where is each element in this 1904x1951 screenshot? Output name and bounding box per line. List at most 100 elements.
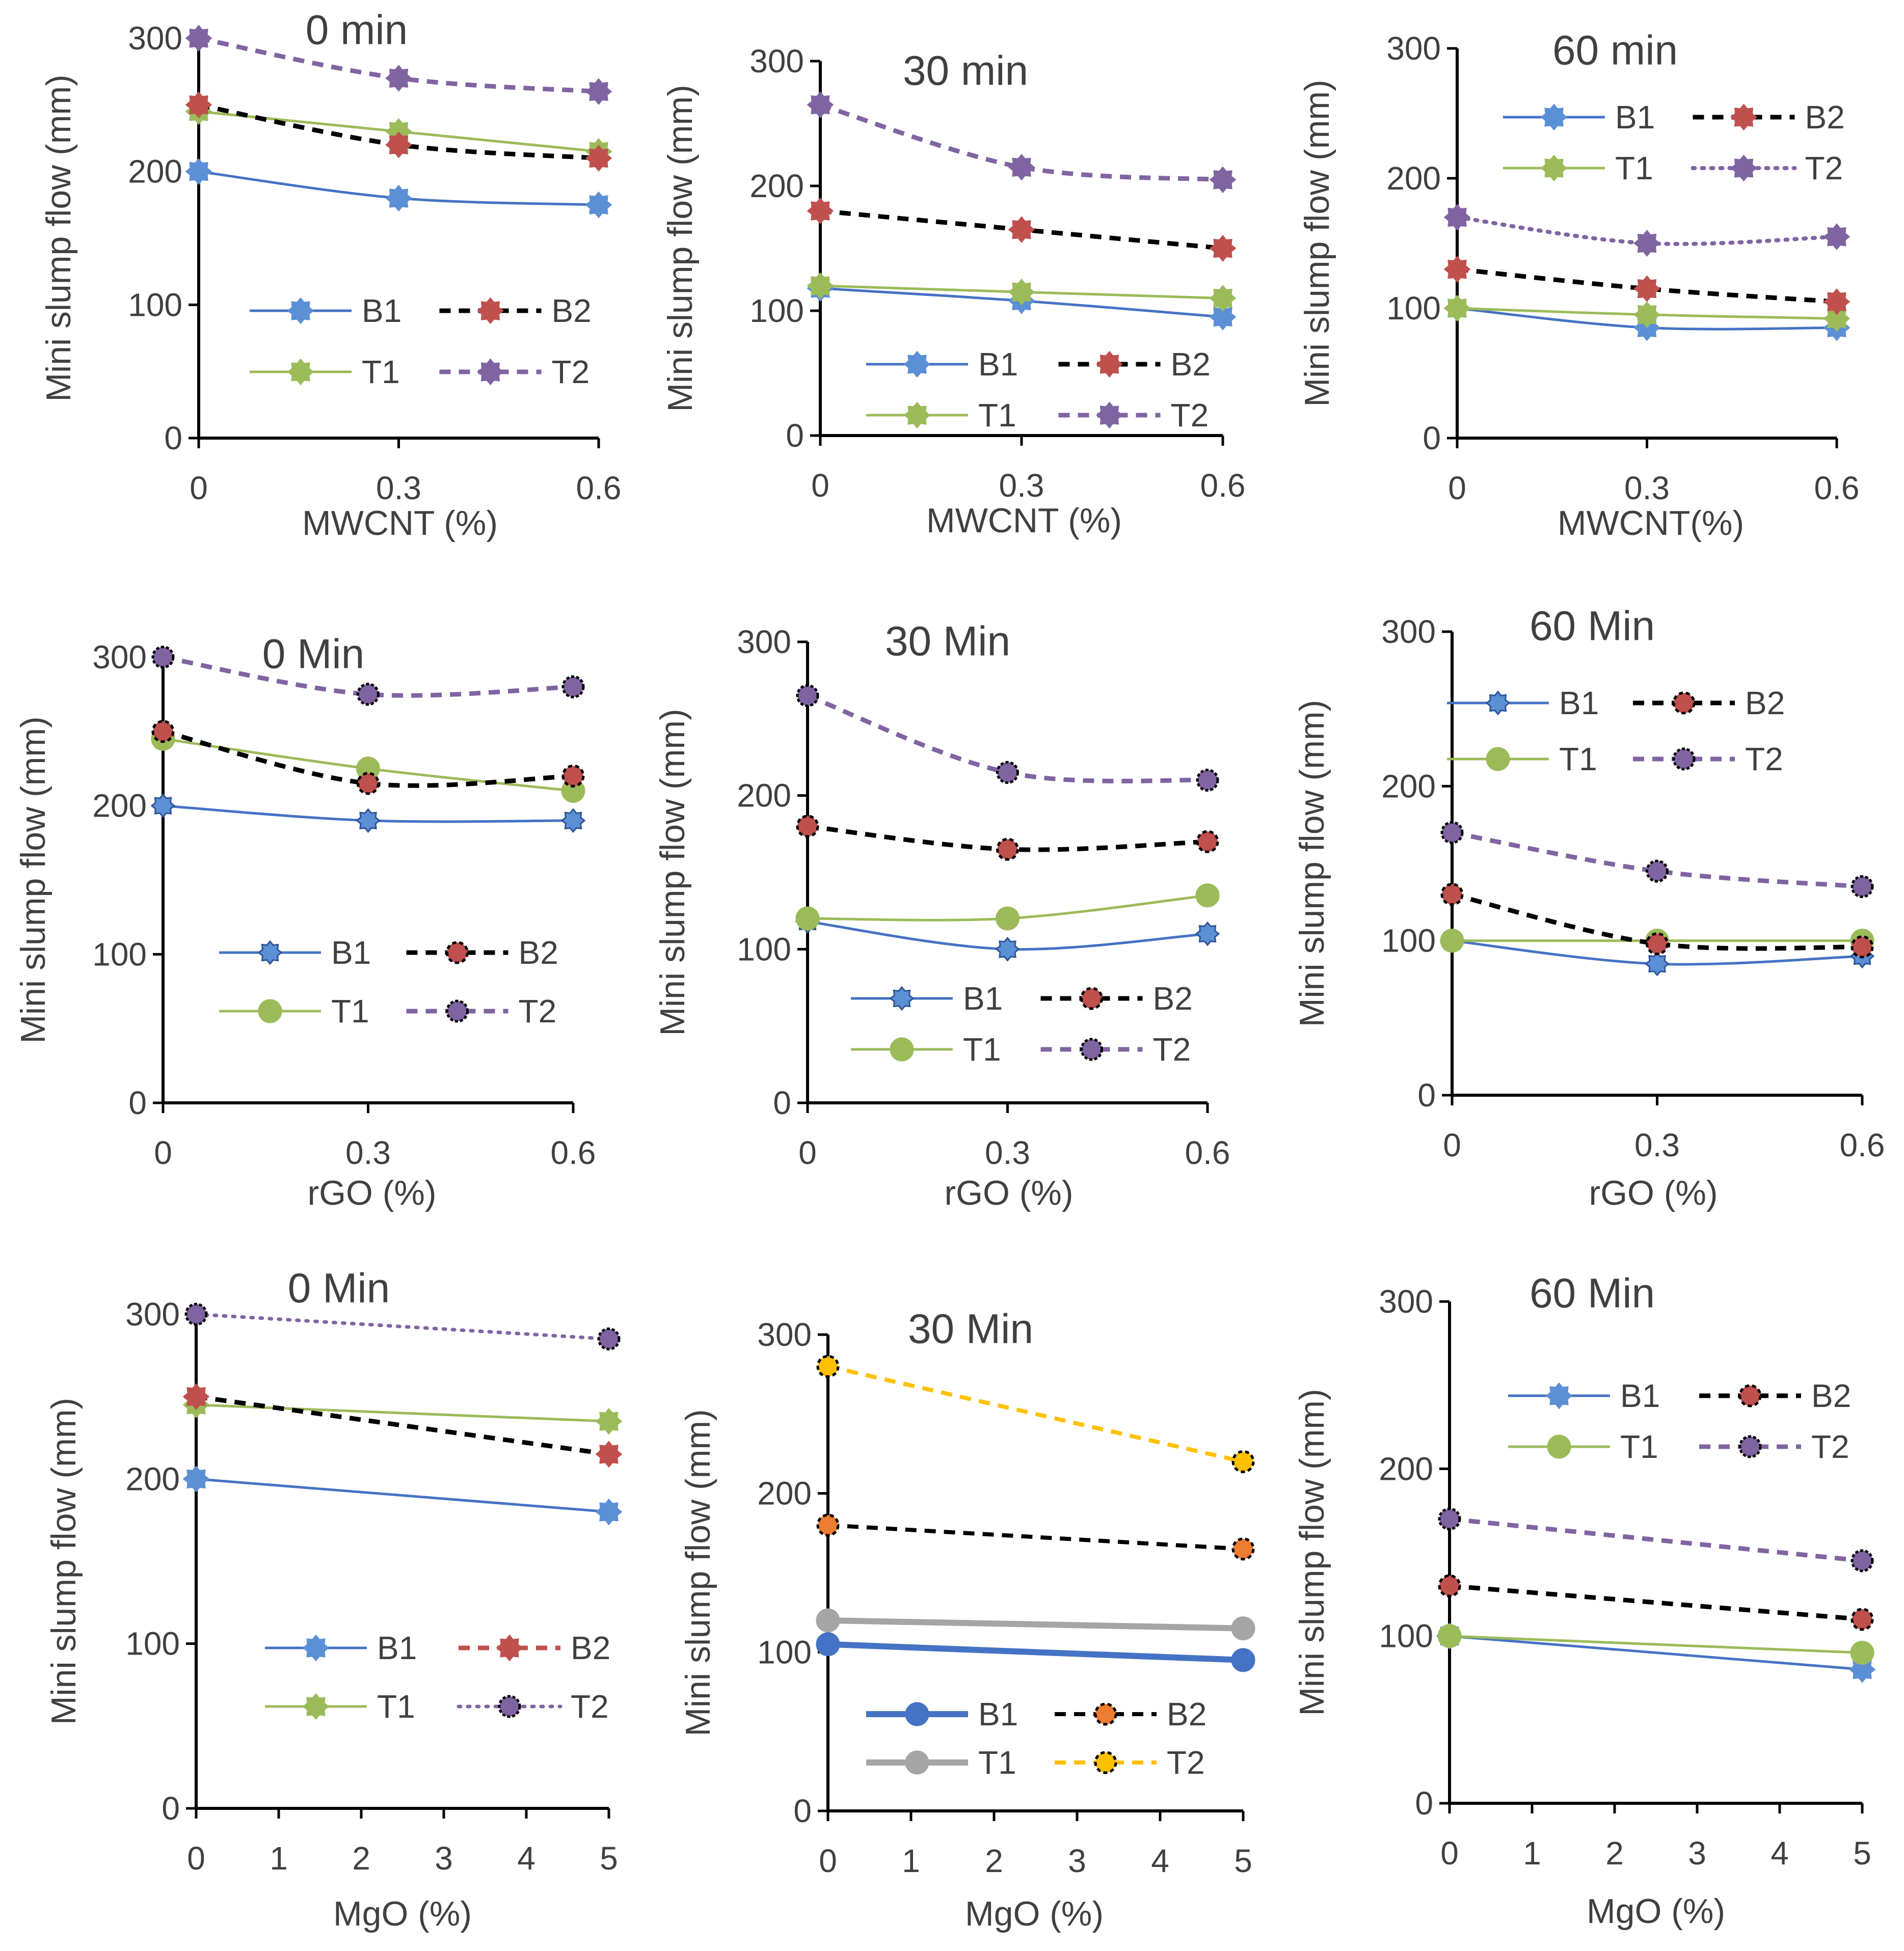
y-tick-label: 100 — [125, 1625, 180, 1662]
legend-marker-T2 — [1730, 154, 1757, 182]
data-point-T2 — [1231, 1450, 1255, 1473]
legend: B1 B2 T1 T2 — [1447, 685, 1785, 777]
chart-title: 0 Min — [262, 631, 365, 678]
data-point-B2 — [1851, 935, 1874, 959]
legend-label-B2: B2 — [1171, 346, 1211, 383]
data-point-B2 — [1209, 235, 1237, 262]
legend: B1 B2 T1 T2 — [866, 346, 1211, 433]
data-point-T2 — [561, 675, 585, 698]
data-point-T2 — [996, 761, 1019, 784]
legend: B1 B2 T1 T2 — [1503, 99, 1845, 186]
y-tick-label: 100 — [1386, 290, 1441, 327]
data-point-T1 — [996, 906, 1020, 931]
legend-label-T2: T2 — [571, 1688, 609, 1725]
data-point-B2 — [1231, 1537, 1255, 1561]
x-axis-title: MWCNT (%) — [926, 501, 1122, 540]
data-point-B2 — [1633, 275, 1660, 303]
x-tick-label: 0 — [798, 1134, 817, 1171]
x-tick-label: 0.3 — [376, 470, 421, 506]
x-axis-title: MWCNT (%) — [302, 504, 498, 543]
chart-title: 30 Min — [908, 1306, 1033, 1352]
legend-marker-B1 — [1540, 103, 1568, 131]
legend-label-T2: T2 — [552, 354, 590, 390]
chart-title: 30 Min — [885, 618, 1010, 665]
data-point-B2 — [1196, 830, 1219, 853]
y-tick-label: 200 — [737, 777, 791, 814]
legend-label-T2: T2 — [1171, 397, 1209, 433]
legend-marker-T1 — [1486, 747, 1510, 771]
x-tick-label: 0.6 — [576, 470, 622, 506]
y-axis-title: Mini slump flow (mm) — [14, 716, 52, 1043]
y-axis-title: Mini slump flow (mm) — [1293, 1389, 1331, 1716]
data-point-B1 — [585, 191, 612, 219]
x-tick-label: 2 — [352, 1840, 370, 1877]
data-point-T1 — [1440, 929, 1464, 953]
y-tick-label: 0 — [164, 420, 182, 456]
legend-marker-T1 — [1547, 1434, 1571, 1459]
data-point-B2 — [1438, 1574, 1461, 1597]
data-point-T1 — [1231, 1616, 1255, 1641]
y-tick-label: 300 — [757, 1316, 812, 1353]
chart-panel-mwcnt-0min: 0 100 200 300 0 0.3 0.6 0 min MWCNT (%) Mini slum… — [39, 7, 622, 543]
data-point-B1 — [1231, 1648, 1255, 1672]
y-tick-label: 200 — [1379, 1450, 1433, 1487]
legend: B1 B2 T1 T2 — [1508, 1377, 1851, 1465]
x-tick-label: 3 — [435, 1840, 453, 1877]
chart-title: 60 min — [1552, 28, 1678, 74]
legend-label-B1: B1 — [978, 1696, 1018, 1732]
data-point-T2 — [357, 683, 380, 706]
y-axis-title: Mini slump flow (mm) — [1293, 700, 1331, 1027]
legend-label-B1: B1 — [1559, 685, 1599, 721]
data-point-B1 — [816, 1632, 840, 1657]
legend-label-B1: B1 — [963, 980, 1003, 1017]
legend-marker-B2 — [1094, 1702, 1117, 1726]
data-point-B2 — [807, 197, 834, 225]
x-tick-label: 0 — [154, 1134, 172, 1171]
legend-marker-B2 — [1730, 103, 1757, 131]
y-axis-title: Mini slump flow (mm) — [1298, 79, 1336, 407]
data-point-B2 — [385, 131, 412, 158]
x-tick-label: 4 — [1771, 1835, 1789, 1872]
series-line-T1 — [196, 1403, 609, 1423]
legend-label-B2: B2 — [1811, 1377, 1851, 1414]
legend-marker-B2 — [1096, 350, 1123, 378]
data-point-T2 — [1823, 223, 1851, 251]
legend-label-B1: B1 — [1615, 99, 1655, 136]
data-point-T1 — [807, 272, 834, 300]
series-line-B1 — [827, 1641, 1244, 1663]
data-point-T2 — [1851, 1549, 1874, 1573]
legend-marker-T2 — [1094, 1751, 1117, 1774]
y-tick-label: 300 — [1386, 30, 1441, 67]
chart-panel-rgo-60min: 0 100 200 300 0 0.3 0.6 60 Min rGO (%) Mini slump… — [1293, 603, 1885, 1212]
x-tick-label: 4 — [517, 1840, 535, 1877]
data-point-B1 — [995, 936, 1020, 962]
legend-marker-B1 — [905, 1702, 929, 1726]
data-point-T2 — [185, 24, 212, 52]
data-point-T2 — [1646, 859, 1669, 883]
data-point-B2 — [1823, 288, 1851, 315]
legend-label-T1: T1 — [1615, 150, 1653, 186]
legend-label-T1: T1 — [377, 1688, 415, 1725]
legend-marker-B2 — [446, 941, 469, 964]
x-tick-label: 1 — [270, 1840, 288, 1877]
legend-label-B2: B2 — [1745, 685, 1785, 721]
legend-label-T1: T1 — [1620, 1428, 1658, 1465]
data-point-T1 — [595, 1407, 623, 1435]
data-point-T2 — [184, 1303, 208, 1326]
data-point-T1 — [1008, 278, 1035, 306]
data-point-T2 — [1851, 875, 1874, 898]
y-tick-label: 200 — [1386, 160, 1441, 197]
y-tick-label: 300 — [749, 43, 804, 79]
data-point-B1 — [182, 1465, 210, 1493]
y-tick-label: 0 — [1415, 1785, 1433, 1822]
chart-title: 0 min — [306, 7, 408, 53]
y-tick-label: 300 — [1381, 613, 1436, 650]
data-point-T2 — [585, 78, 612, 105]
data-point-T1 — [1195, 883, 1220, 908]
x-tick-label: 0 — [1448, 470, 1466, 506]
legend-label-B2: B2 — [1153, 980, 1193, 1017]
y-tick-label: 200 — [125, 1460, 180, 1497]
y-tick-label: 300 — [92, 639, 147, 675]
y-tick-label: 100 — [1379, 1618, 1433, 1655]
